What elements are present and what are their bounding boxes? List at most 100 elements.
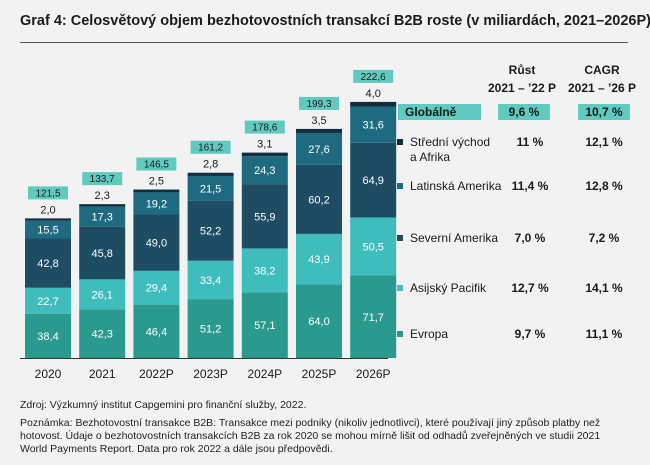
segment-value-label: 15,5	[37, 225, 58, 237]
total-box	[190, 140, 231, 154]
segment-value-label: 43,9	[308, 254, 329, 266]
segment-value-label: 31,6	[362, 120, 383, 132]
segment-value-label: 55,9	[254, 211, 275, 223]
segment-value-label: 46,4	[146, 326, 167, 338]
x-tick-label: 2026P	[356, 367, 391, 381]
bar-segment-asia	[25, 287, 71, 314]
total-value-label: 199,3	[306, 99, 331, 110]
bar-segment-middle-east	[133, 189, 180, 193]
cagr-value-asia-pacific: 14,1 %	[585, 281, 623, 295]
bar-segment-north-america	[296, 164, 342, 234]
x-tick-label: 2023P	[193, 367, 228, 381]
bar-segment-middle-east	[241, 152, 288, 157]
bar-segment-latin-america	[25, 220, 71, 239]
total-value-label: 146,5	[144, 160, 169, 171]
segment-value-label: 51,2	[200, 324, 221, 336]
bar-segment-latin-america	[79, 206, 126, 227]
segment-value-label: 52,2	[200, 226, 221, 238]
bar-segment-latin-america	[187, 175, 234, 201]
legend-label-latin-america: Latinská Amerika	[410, 179, 502, 193]
segment-value-label: 42,3	[91, 329, 112, 341]
total-value-label: 161,2	[198, 143, 223, 154]
segment-value-label: 38,4	[37, 331, 58, 343]
total-box	[28, 186, 68, 200]
legend-label-middle-east: Střední východ	[410, 135, 490, 149]
bar-segment-evropa	[296, 284, 342, 358]
bar-segment-evropa	[241, 292, 288, 358]
segment-value-label: 21,5	[200, 183, 221, 195]
global-label: Globálně	[405, 105, 457, 119]
middle-east-value-label: 4,0	[366, 88, 381, 100]
middle-east-value-label: 3,5	[311, 115, 326, 127]
legend-label-middle-east: a Afrika	[410, 150, 450, 164]
global-cagr: 10,7 %	[585, 105, 623, 119]
bar-segment-north-america	[241, 184, 288, 249]
legend-label-north-america: Severní Amerika	[410, 231, 498, 245]
segment-value-label: 60,2	[308, 194, 329, 206]
global-label-bg	[398, 104, 481, 120]
total-value-label: 178,6	[252, 123, 277, 134]
cagr-header-period: 2021 – ’26 P	[568, 81, 636, 95]
growth-value-asia-pacific: 12,7 %	[511, 281, 549, 295]
bar-segment-middle-east	[296, 128, 342, 133]
middle-east-value-label: 2,0	[40, 204, 55, 216]
segment-value-label: 45,8	[91, 248, 112, 260]
segment-value-label: 22,7	[37, 296, 58, 308]
bar-segment-middle-east	[187, 172, 234, 176]
total-box	[136, 157, 177, 171]
segment-value-label: 50,5	[362, 242, 383, 254]
middle-east-value-label: 2,5	[149, 176, 164, 188]
segment-value-label: 64,0	[308, 316, 329, 328]
total-box	[82, 172, 123, 186]
cagr-value-middle-east: 12,1 %	[585, 135, 623, 149]
total-box	[299, 96, 339, 110]
bar-segment-north-america	[187, 200, 234, 261]
bar-segment-north-america	[350, 142, 397, 218]
bar-segment-latin-america	[133, 192, 180, 215]
legend-label-europe: Evropa	[410, 327, 448, 341]
growth-value-europe: 9,7 %	[515, 327, 546, 341]
legend-label-asia-pacific: Asijský Pacifik	[410, 281, 487, 295]
global-growth: 9,6 %	[509, 105, 540, 119]
bar-segment-middle-east	[25, 218, 71, 221]
bar-segment-latin-america	[241, 156, 288, 185]
segment-value-label: 38,2	[254, 265, 275, 277]
segment-value-label: 33,4	[200, 275, 221, 287]
segment-value-label: 26,1	[91, 289, 112, 301]
footnote: Poznámka: Bezhotovostní transakce B2B: T…	[20, 417, 601, 455]
legend-marker-north-america	[397, 235, 403, 241]
global-growth-bg	[498, 104, 550, 120]
middle-east-value-label: 2,3	[95, 190, 110, 202]
bar-segment-asia	[350, 217, 397, 276]
middle-east-value-label: 3,1	[257, 139, 272, 151]
total-value-label: 133,7	[90, 174, 115, 185]
growth-header-period: 2021 – ’22 P	[488, 81, 556, 95]
x-tick-label: 2022P	[139, 367, 174, 381]
bar-segment-latin-america	[350, 106, 397, 143]
bar-segment-evropa	[133, 304, 180, 358]
bar-segment-evropa	[187, 299, 234, 358]
bar-segment-evropa	[350, 275, 397, 358]
x-tick-label: 2024P	[247, 367, 282, 381]
growth-value-middle-east: 11 %	[517, 135, 544, 149]
bar-segment-asia	[296, 233, 342, 285]
x-tick-label: 2021	[89, 367, 116, 381]
cagr-value-europe: 11,1 %	[586, 327, 623, 341]
legend-marker-asia-pacific	[397, 285, 403, 291]
segment-value-label: 57,1	[254, 320, 275, 332]
bar-segment-asia	[241, 248, 288, 293]
global-cagr-bg	[578, 104, 630, 120]
total-box	[244, 120, 285, 134]
segment-value-label: 71,7	[362, 312, 383, 324]
segment-value-label: 29,4	[146, 283, 167, 295]
bar-segment-north-america	[133, 214, 180, 271]
segment-value-label: 27,6	[308, 144, 329, 156]
segment-value-label: 42,8	[37, 258, 58, 270]
bar-segment-asia	[133, 270, 180, 305]
x-tick-label: 2020	[35, 367, 62, 381]
total-value-label: 121,5	[35, 188, 60, 199]
total-value-label: 222,6	[361, 72, 386, 83]
growth-header: Růst	[509, 63, 536, 77]
chart-title: Graf 4: Celosvětový objem bezhotovostníc…	[20, 13, 650, 29]
